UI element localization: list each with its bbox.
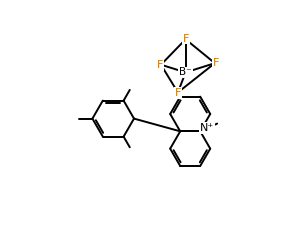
Text: F: F <box>212 58 219 68</box>
Text: F: F <box>175 88 181 98</box>
Text: F: F <box>157 60 163 70</box>
Text: N⁺: N⁺ <box>200 123 214 133</box>
Text: B⁻: B⁻ <box>179 67 192 77</box>
Text: F: F <box>182 33 189 43</box>
